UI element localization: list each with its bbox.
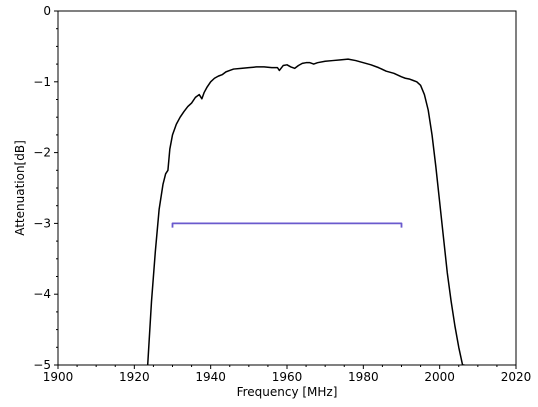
x-tick-label: 1940 (195, 370, 226, 384)
series-line-2 (171, 222, 403, 228)
y-tick-label: −5 (33, 358, 51, 372)
x-tick-label: 1920 (119, 370, 150, 384)
y-tick-label: −3 (33, 216, 51, 230)
x-axis-label: Frequency [MHz] (237, 385, 338, 399)
y-axis-label: Attenuation[dB] (13, 140, 27, 236)
y-tick-label: −4 (33, 287, 51, 301)
ticks-layer: 1900 1920 1940 1960 1980 2000 2020 0 −1 −2 −3 −4 −5 (33, 4, 531, 384)
series-layer (146, 58, 465, 365)
series-line-1 (146, 58, 465, 365)
x-tick-label: 2000 (424, 370, 455, 384)
y-tick-label: −1 (33, 75, 51, 89)
x-tick-label: 2020 (501, 370, 532, 384)
y-tick-label: 0 (43, 4, 51, 18)
x-tick-label: 1980 (348, 370, 379, 384)
x-tick-label: 1900 (43, 370, 74, 384)
y-tick-label: −2 (33, 146, 51, 160)
x-tick-label: 1960 (272, 370, 303, 384)
